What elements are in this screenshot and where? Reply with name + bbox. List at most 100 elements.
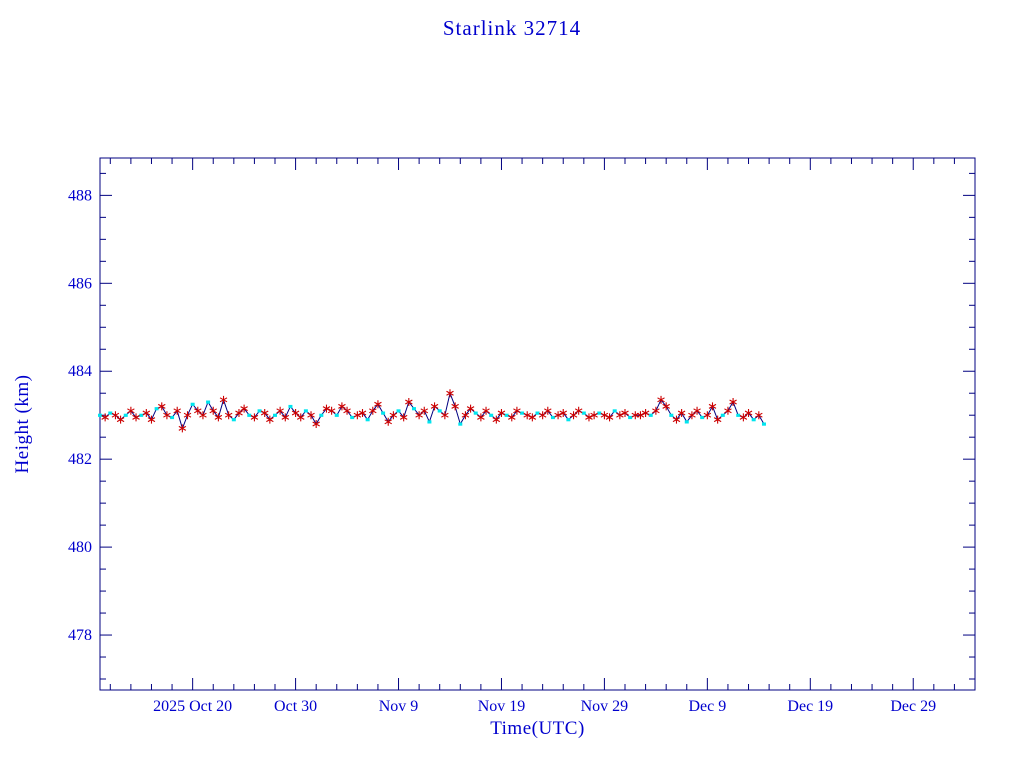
y-tick-label: 484	[68, 363, 92, 380]
red-asterisk-marker	[224, 411, 233, 420]
red-asterisk-marker	[147, 415, 156, 424]
red-asterisk-marker	[178, 424, 187, 433]
cyan-marker	[751, 418, 756, 422]
red-asterisk-marker	[405, 398, 413, 407]
red-asterisk-marker	[523, 411, 531, 420]
cyan-marker	[648, 413, 653, 417]
x-tick-label: Oct 30	[274, 698, 317, 715]
x-tick-label: Dec 29	[890, 698, 936, 715]
cyan-marker	[489, 413, 494, 417]
red-asterisk-marker	[538, 411, 547, 420]
red-asterisk-marker	[677, 409, 686, 418]
y-tick-label: 486	[68, 275, 92, 292]
red-asterisk-marker	[353, 411, 362, 420]
cyan-marker	[566, 418, 571, 422]
red-asterisk-marker	[621, 409, 629, 418]
red-asterisk-marker	[132, 413, 140, 422]
red-asterisk-marker	[260, 409, 269, 418]
cyan-marker	[170, 415, 175, 420]
red-asterisk-marker	[446, 389, 454, 398]
cyan-marker	[334, 413, 339, 417]
red-asterisk-marker	[688, 411, 696, 420]
cyan-marker	[98, 413, 102, 417]
cyan-marker	[504, 413, 509, 417]
red-asterisk-marker	[590, 411, 598, 420]
red-asterisk-marker	[430, 402, 439, 411]
cyan-marker	[581, 411, 586, 415]
red-asterisk-marker	[559, 409, 568, 418]
red-asterisk-marker	[492, 415, 501, 424]
cyan-marker	[628, 415, 633, 420]
red-asterisk-marker	[755, 411, 763, 420]
red-asterisk-marker	[173, 406, 181, 415]
red-asterisk-marker	[399, 413, 408, 422]
red-asterisk-marker	[528, 413, 537, 422]
cyan-marker	[381, 411, 386, 415]
red-asterisk-marker	[127, 406, 135, 415]
cyan-marker	[247, 413, 252, 417]
y-tick-label: 488	[68, 187, 92, 204]
red-asterisk-marker	[199, 411, 207, 420]
red-asterisk-marker	[585, 413, 593, 422]
red-asterisk-marker	[461, 411, 470, 420]
red-asterisk-marker	[641, 409, 650, 418]
cyan-markers	[98, 400, 766, 426]
red-asterisk-marker	[358, 409, 367, 418]
cyan-marker	[684, 420, 689, 424]
red-asterisk-marker	[744, 409, 753, 418]
cyan-marker	[427, 420, 432, 424]
red-asterisk-marker	[672, 415, 681, 424]
red-asterisk-marker	[384, 417, 393, 426]
y-tick-label: 482	[68, 451, 92, 468]
red-asterisk-marker	[693, 406, 701, 415]
height-data-line	[99, 391, 765, 430]
cyan-marker	[190, 402, 195, 406]
red-asterisk-marker	[605, 413, 614, 422]
red-asterisk-marker	[703, 411, 712, 420]
red-asterisk-marker	[307, 411, 315, 420]
cyan-marker	[257, 409, 262, 413]
red-asterisk-marker	[312, 420, 320, 428]
red-asterisk-marker	[477, 413, 485, 422]
x-tick-label: Dec 9	[688, 698, 726, 715]
red-asterisk-marker	[219, 395, 228, 404]
red-asterisk-marker	[616, 411, 624, 420]
red-asterisk-marker	[507, 413, 516, 422]
red-asterisk-marker	[657, 395, 665, 404]
x-tick-label: Nov 19	[478, 698, 526, 715]
red-asterisk-marker	[713, 415, 722, 424]
red-asterisk-marker	[101, 413, 109, 422]
red-asterisk-marker	[415, 411, 423, 420]
red-asterisk-marker	[343, 406, 351, 415]
cyan-marker	[139, 413, 144, 417]
red-asterisk-marker	[322, 404, 331, 413]
red-asterisk-marker	[441, 411, 449, 420]
red-asterisk-marker	[157, 402, 166, 411]
red-asterisk-marker	[544, 406, 552, 415]
red-asterisk-marker	[513, 406, 521, 415]
plot-border	[99, 157, 976, 691]
red-asterisk-marker	[111, 411, 120, 420]
red-asterisk-marker	[466, 404, 475, 413]
cyan-marker	[123, 413, 128, 417]
cyan-marker	[273, 413, 277, 417]
red-asterisk-marker	[209, 406, 218, 415]
x-tick-label: Nov 9	[379, 698, 419, 715]
red-asterisk-marker	[636, 411, 645, 420]
red-asterisk-marker	[281, 413, 290, 422]
red-asterisk-marker	[142, 409, 151, 418]
cyan-marker	[535, 411, 540, 415]
red-asterisk-marker	[250, 413, 259, 422]
cyan-marker	[206, 400, 211, 404]
cyan-marker	[108, 411, 113, 415]
red-asterisk-marker	[724, 406, 732, 415]
cyan-marker	[437, 409, 442, 413]
red-asterisk-marker	[116, 415, 125, 424]
y-axis-ticks: 478 480 482 484 486 488	[68, 172, 975, 680]
red-asterisk-marker	[497, 409, 506, 418]
cyan-marker	[720, 413, 725, 417]
cyan-marker	[761, 422, 766, 426]
cyan-marker	[700, 415, 705, 420]
red-asterisk-marker	[369, 406, 377, 415]
